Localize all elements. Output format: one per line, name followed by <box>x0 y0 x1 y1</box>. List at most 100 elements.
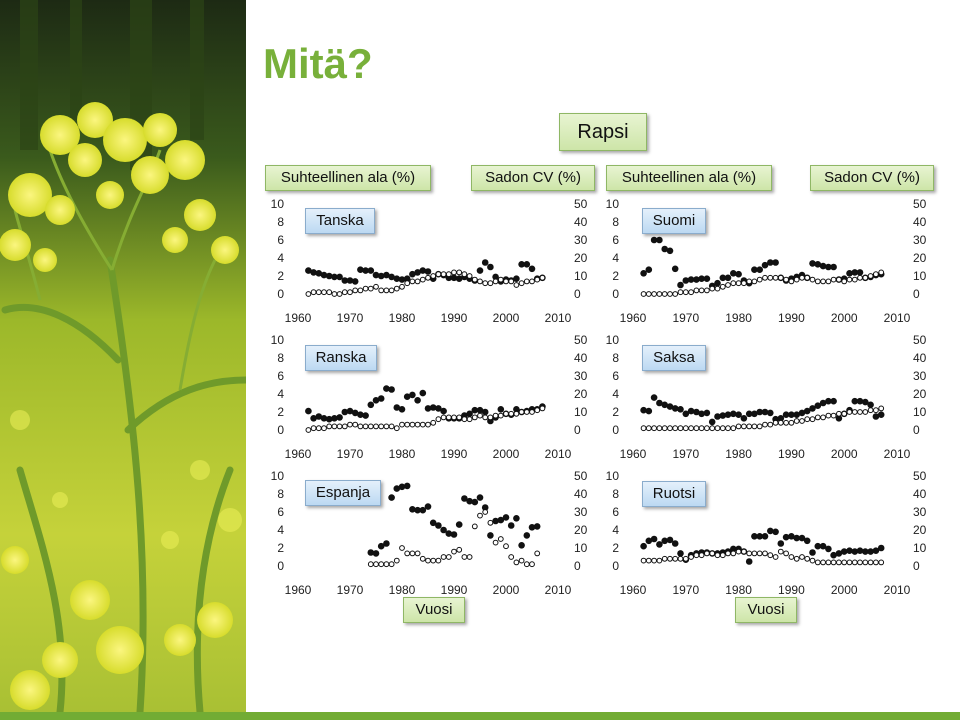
area-point-ranska <box>346 407 354 415</box>
cv-point-suomi <box>799 274 805 281</box>
x-tick-label: 2000 <box>493 311 520 325</box>
cv-point-ranska <box>503 410 509 417</box>
cv-point-ruotsi <box>841 559 848 566</box>
cv-point-espanja <box>471 523 478 530</box>
y-right-tick-label: 30 <box>913 233 927 247</box>
cv-point-tanska <box>482 280 489 287</box>
cv-point-ranska <box>461 416 468 423</box>
cv-point-ruotsi <box>820 559 826 566</box>
cv-point-saksa <box>746 423 753 430</box>
area-point-ranska <box>471 406 479 414</box>
cv-point-ruotsi <box>862 559 869 566</box>
cv-point-ruotsi <box>704 550 710 557</box>
area-point-ranska <box>440 407 447 415</box>
cv-point-ranska <box>518 409 525 415</box>
x-tick-label: 1980 <box>725 311 752 325</box>
area-point-tanska <box>362 267 369 274</box>
area-point-suomi <box>687 276 695 283</box>
cv-point-tanska <box>331 291 338 297</box>
cv-point-saksa <box>809 416 816 423</box>
area-point-ranska <box>351 409 359 417</box>
area-point-ranska <box>357 411 364 419</box>
cv-point-ranska <box>539 405 546 412</box>
cv-point-saksa <box>677 425 684 432</box>
cv-point-ranska <box>373 423 379 430</box>
y-right-tick-label: 50 <box>913 333 927 347</box>
area-point-saksa <box>640 406 647 414</box>
cv-point-suomi <box>735 280 742 287</box>
cv-point-ranska <box>513 410 520 417</box>
cv-point-ranska <box>487 414 494 421</box>
cv-point-tanska <box>471 276 478 283</box>
y-right-tick-label: 50 <box>913 469 927 483</box>
area-point-ranska <box>325 415 333 423</box>
cv-point-tanska <box>539 274 546 281</box>
x-tick-label: 1980 <box>389 311 416 325</box>
y-left-tick-label: 2 <box>277 269 284 283</box>
cv-point-espanja <box>456 546 463 553</box>
area-point-tanska <box>325 272 333 280</box>
y-left-tick-label: 0 <box>612 287 619 301</box>
area-point-suomi <box>650 236 658 244</box>
y-left-tick-label: 0 <box>277 559 284 573</box>
area-point-ranska <box>419 389 427 397</box>
cv-point-suomi <box>862 274 869 281</box>
area-point-suomi <box>761 261 769 269</box>
y-left-tick-label: 4 <box>277 387 284 401</box>
cv-point-saksa <box>725 425 731 432</box>
cv-point-suomi <box>830 276 837 283</box>
cv-point-saksa <box>804 416 811 423</box>
y-left-tick-label: 8 <box>277 351 284 365</box>
cv-point-ruotsi <box>698 552 705 559</box>
cv-point-suomi <box>682 289 689 296</box>
area-point-ruotsi <box>867 548 874 555</box>
y-right-tick-label: 20 <box>913 523 927 537</box>
crop-label: Rapsi <box>559 113 647 151</box>
cv-point-saksa <box>857 409 863 415</box>
x-tick-label: 2000 <box>831 583 858 597</box>
area-point-saksa <box>730 410 737 418</box>
cv-point-ranska <box>419 421 426 428</box>
x-tick-label: 2000 <box>493 583 520 597</box>
area-point-saksa <box>825 397 832 405</box>
area-point-ranska <box>310 415 317 422</box>
cv-point-espanja <box>477 512 483 519</box>
y-left-tick-label: 4 <box>612 251 619 265</box>
area-point-suomi <box>851 269 859 276</box>
cv-point-ruotsi <box>836 559 842 566</box>
area-point-ruotsi <box>856 547 864 554</box>
area-point-ruotsi <box>803 537 811 545</box>
cv-point-ranska <box>529 409 535 415</box>
cv-point-saksa <box>640 425 647 432</box>
area-point-ranska <box>403 393 411 401</box>
area-point-saksa <box>788 411 795 419</box>
y-left-tick-label: 8 <box>612 351 619 365</box>
cv-point-tanska <box>336 291 343 297</box>
area-point-ranska <box>336 414 343 421</box>
area-point-saksa <box>677 406 684 413</box>
cv-point-ruotsi <box>867 559 874 566</box>
cv-point-tanska <box>341 289 348 296</box>
area-point-espanja <box>518 542 525 549</box>
cv-point-ranska <box>414 421 421 428</box>
cv-point-tanska <box>399 283 405 290</box>
cv-point-ruotsi <box>682 555 689 562</box>
area-point-saksa <box>650 394 658 401</box>
cv-point-tanska <box>440 271 447 278</box>
cv-point-espanja <box>482 509 489 515</box>
area-point-saksa <box>835 415 843 422</box>
country-label-saksa: Saksa <box>642 345 706 371</box>
area-point-ranska <box>414 397 421 404</box>
cv-point-ranska <box>378 423 385 430</box>
area-point-ruotsi <box>830 551 837 559</box>
x-tick-label: 1960 <box>285 583 312 597</box>
area-point-tanska <box>424 268 432 275</box>
y-left-tick-label: 6 <box>277 233 284 247</box>
area-point-ruotsi <box>650 535 658 543</box>
cv-point-suomi <box>878 269 885 276</box>
x-tick-label: 1980 <box>725 583 752 597</box>
area-point-espanja <box>523 532 531 539</box>
area-point-suomi <box>751 266 758 274</box>
area-point-ruotsi <box>819 542 827 550</box>
cv-point-tanska <box>367 285 374 292</box>
